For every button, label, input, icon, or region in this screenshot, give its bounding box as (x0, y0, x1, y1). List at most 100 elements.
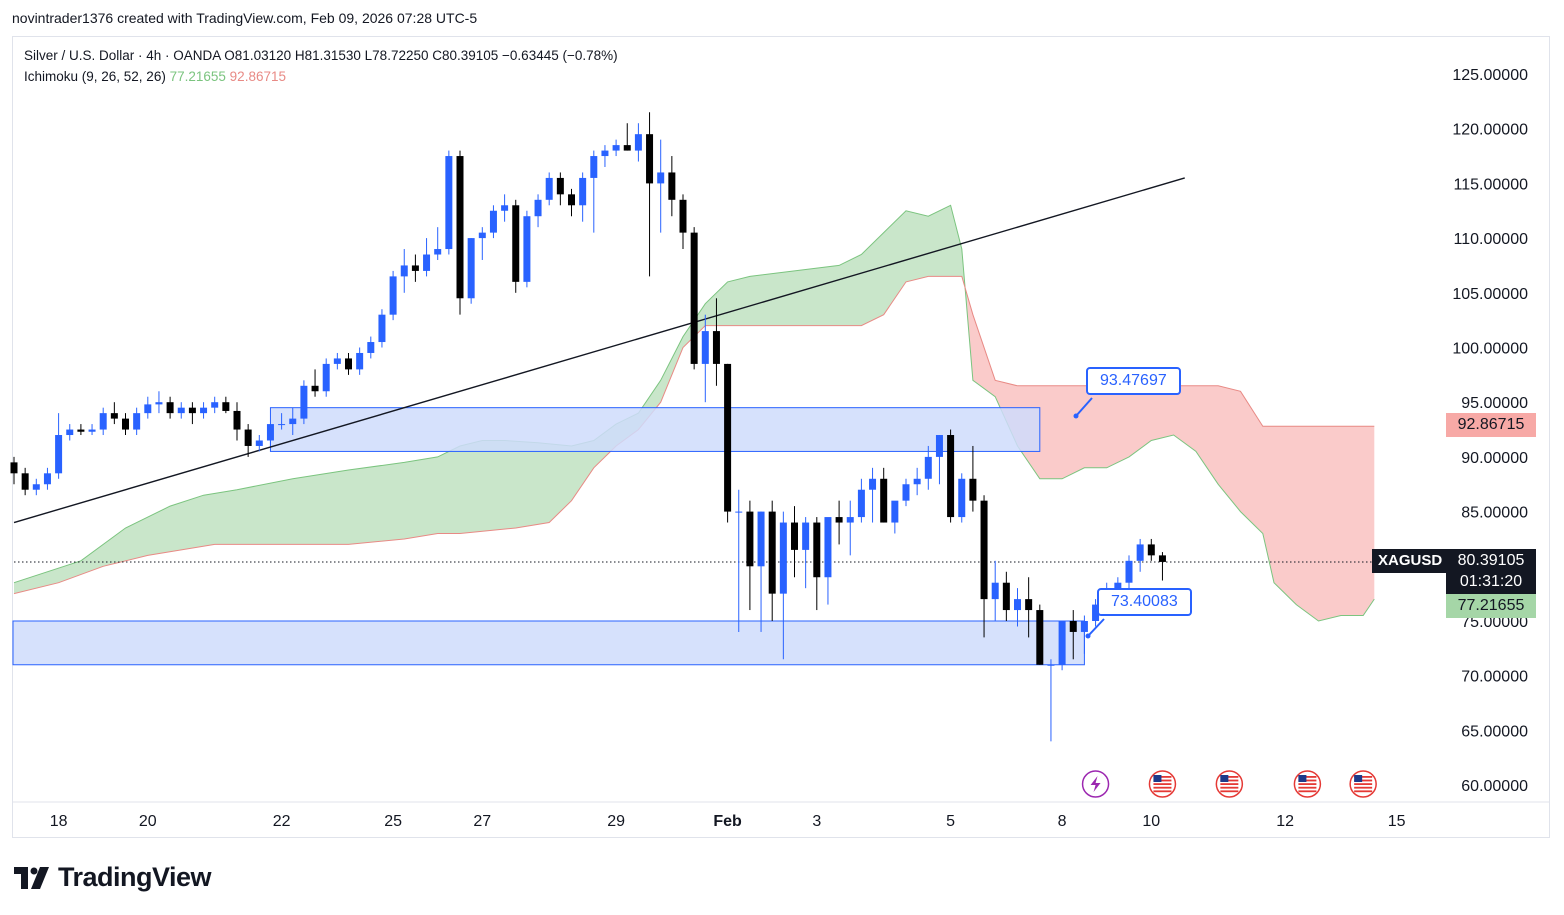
candle-body (1125, 560, 1133, 583)
x-tick-label: Feb (713, 813, 742, 830)
candle-body (902, 484, 910, 501)
cloud-bull-segment (14, 205, 968, 594)
candle-21 (244, 424, 252, 457)
candle-body (824, 517, 832, 578)
candle-76 (857, 478, 865, 523)
callout-upper-anchor (1073, 413, 1079, 419)
x-tick-label: 8 (1058, 813, 1067, 830)
candle-body (345, 358, 352, 370)
candle-16 (188, 402, 196, 425)
candle-body (601, 150, 609, 157)
candle-body (590, 156, 598, 178)
candle-43 (489, 205, 497, 239)
candle-14 (166, 396, 174, 419)
flag-stripe (1153, 786, 1172, 789)
candle-32 (367, 336, 375, 359)
candle-23 (266, 424, 274, 446)
y-tick-label: 105.00000 (1452, 286, 1528, 303)
candle-42 (478, 227, 486, 260)
candle-49 (556, 172, 564, 206)
candle-51 (579, 172, 587, 222)
candle-12 (144, 396, 152, 419)
x-tick-label: 20 (139, 813, 157, 830)
candle-body (333, 358, 341, 364)
candle-body (735, 511, 743, 513)
candle-body (21, 473, 29, 490)
price-zone-2 (12, 620, 1085, 666)
chart-frame[interactable] (12, 36, 1550, 838)
candle-19 (222, 396, 230, 414)
candle-body (1069, 621, 1077, 632)
x-tick-label: 18 (50, 813, 68, 830)
candle-body (1025, 599, 1033, 611)
candle-36 (411, 254, 419, 282)
candle-body (389, 276, 397, 315)
candle-35 (400, 249, 408, 293)
tradingview-logo[interactable]: TradingView (14, 862, 212, 893)
candle-body (757, 511, 765, 567)
candle-83 (935, 435, 943, 485)
price-callout-lower[interactable]: 73.40083 (1097, 588, 1192, 616)
trend-line-layer (13, 177, 1185, 524)
indicator-name[interactable]: Ichimoku (9, 26, 52, 26) (24, 69, 166, 84)
callout-lower-anchor (1085, 633, 1091, 639)
candle-90 (1014, 588, 1021, 627)
candle-46 (523, 210, 531, 288)
candle-body (523, 216, 531, 282)
candle-79 (891, 500, 899, 534)
candles (10, 112, 1166, 742)
candle-body (779, 522, 787, 594)
candle-body (1092, 604, 1100, 621)
indicator-value-span-a: 77.21655 (169, 69, 226, 84)
candle-94 (1058, 621, 1066, 671)
us-flag-event-icon (1215, 770, 1244, 798)
candle-body (244, 429, 252, 446)
price-callout-upper[interactable]: 93.47697 (1086, 367, 1181, 395)
candle-body (478, 232, 486, 239)
candle-body (690, 232, 698, 364)
candle-30 (345, 352, 352, 375)
candle-body (935, 435, 943, 457)
candle-97 (1092, 599, 1100, 627)
chart-legend: Silver / U.S. Dollar · 4h · OANDA O81.03… (24, 45, 618, 87)
chart-attribution: novintrader1376 created with TradingView… (12, 10, 478, 26)
flag-canton (1354, 775, 1363, 782)
candle-31 (356, 347, 364, 375)
candle-92 (1036, 604, 1044, 665)
candle-63 (712, 298, 720, 386)
candle-48 (545, 172, 553, 206)
candle-67 (757, 511, 765, 632)
candle-body (122, 418, 129, 430)
candle-53 (601, 145, 609, 167)
candle-56 (634, 123, 642, 162)
candle-body (869, 478, 877, 490)
candle-body (545, 177, 553, 200)
candle-body (400, 265, 408, 277)
last-price-tag: 80.39105 (1446, 549, 1536, 573)
candle-body (177, 407, 185, 414)
tradingview-logo-icon (14, 866, 49, 889)
callout-upper-pointer (1075, 397, 1093, 417)
candle-10 (122, 413, 129, 436)
candle-body (1114, 582, 1122, 589)
candle-39 (445, 150, 453, 255)
candle-body (791, 522, 798, 550)
candle-body (813, 522, 821, 578)
x-tick-label: 25 (384, 813, 402, 830)
flag-stripe (1354, 779, 1373, 782)
candle-13 (155, 391, 163, 414)
price-zone-1 (269, 407, 1041, 452)
candle-body (1002, 582, 1010, 611)
candle-29 (333, 352, 341, 370)
candle-89 (1002, 571, 1010, 621)
candle-101 (1136, 538, 1144, 572)
candle-9 (110, 402, 118, 425)
candle-85 (958, 473, 966, 523)
y-tick-label: 85.00000 (1461, 505, 1528, 522)
candle-body (144, 404, 152, 414)
x-tick-label: 3 (812, 813, 821, 830)
candle-86 (969, 445, 977, 512)
candle-body (88, 429, 96, 432)
candle-body (1014, 599, 1021, 611)
